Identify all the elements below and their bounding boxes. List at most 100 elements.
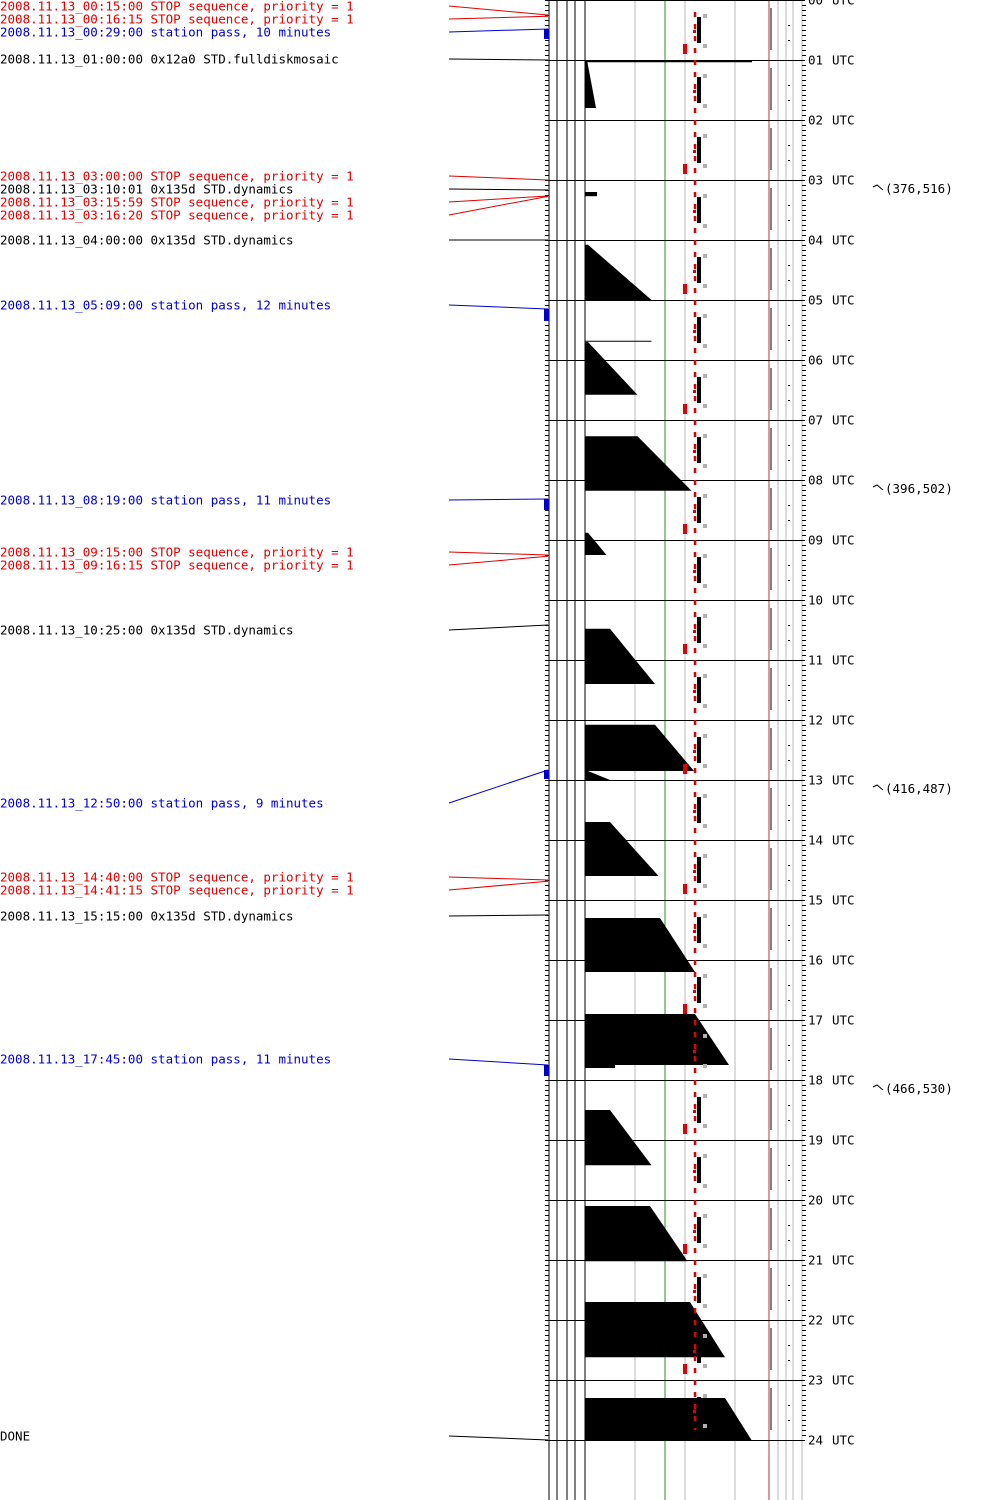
event-label: 2008.11.13_00:16:15 STOP sequence, prior… — [0, 12, 354, 27]
small-dot-mark — [788, 925, 790, 926]
hour-unit-label: UTC — [832, 1253, 855, 1268]
event-label: 2008.11.13_09:15:00 STOP sequence, prior… — [0, 545, 354, 560]
black-bar-mark — [697, 377, 701, 403]
hour-unit-label: UTC — [832, 1193, 855, 1208]
small-dot-mark — [788, 1060, 790, 1061]
hour-unit-label: UTC — [832, 833, 855, 848]
activity-blocks — [585, 60, 752, 1440]
small-dot-mark — [788, 1000, 790, 1001]
small-dot-mark — [788, 880, 790, 881]
hour-tick-label: 14 — [808, 833, 823, 848]
small-dot-mark — [788, 445, 790, 446]
black-bar-mark — [697, 1397, 701, 1423]
red-dot-mark — [693, 210, 696, 213]
annotation-tick-icon — [872, 184, 884, 191]
gray-dot-mark — [703, 1244, 707, 1248]
gray-dot-mark — [703, 14, 707, 18]
event-label: 2008.11.13_03:15:59 STOP sequence, prior… — [0, 195, 354, 210]
event-label: 2008.11.13_17:45:00 station pass, 11 min… — [0, 1052, 331, 1067]
gray-dot-mark — [703, 584, 707, 588]
gray-dot-mark — [703, 344, 707, 348]
activity-block — [585, 1302, 725, 1358]
activity-block — [585, 918, 695, 972]
gray-dot-mark — [703, 1394, 707, 1398]
small-dot-mark — [788, 205, 790, 206]
red-dot-mark — [693, 1170, 696, 1173]
hour-tick-label: 01 — [808, 53, 823, 68]
small-dot-mark — [788, 1405, 790, 1406]
hour-unit-label: UTC — [832, 773, 855, 788]
hour-tick-label: 22 — [808, 1313, 823, 1328]
red-dot-mark — [693, 810, 696, 813]
red-dot-mark — [693, 270, 696, 273]
small-dot-mark — [788, 985, 790, 986]
hour-tick-label: 02 — [808, 113, 823, 128]
gray-dot-mark — [703, 434, 707, 438]
activity-block — [585, 1110, 652, 1166]
small-dot-mark — [788, 1360, 790, 1361]
grid-layer — [545, 0, 806, 1500]
activity-block — [585, 342, 638, 395]
small-dot-mark — [788, 640, 790, 641]
annotation-tick-icon — [872, 1084, 884, 1091]
event-connector — [448, 188, 549, 191]
activity-block — [585, 1206, 688, 1262]
black-bar-mark — [697, 1097, 701, 1123]
small-dot-mark — [788, 685, 790, 686]
red-dot-mark — [693, 1230, 696, 1233]
event-label: 2008.11.13_04:00:00 0x135d STD.dynamics — [0, 233, 294, 248]
red-pulse-mark — [683, 884, 687, 894]
event-connector — [448, 876, 549, 881]
gray-dot-mark — [703, 134, 707, 138]
event-label: 2008.11.13_10:25:00 0x135d STD.dynamics — [0, 623, 294, 638]
small-dot-mark — [788, 700, 790, 701]
gray-dot-mark — [703, 1124, 707, 1128]
black-bar-mark — [697, 1217, 701, 1243]
coordinate-annotation: (466,530) — [885, 1081, 953, 1096]
gray-dot-mark — [703, 1274, 707, 1278]
activity-block — [585, 244, 652, 300]
hour-unit-label: UTC — [832, 0, 855, 8]
hour-tick-label: 17 — [808, 1013, 823, 1028]
event-connector — [448, 880, 549, 891]
hour-tick-label: 12 — [808, 713, 823, 728]
small-dot-mark — [788, 1240, 790, 1241]
event-connector — [448, 914, 549, 917]
hour-tick-label: 21 — [808, 1253, 823, 1268]
activity-block — [585, 822, 659, 876]
small-dot-mark — [788, 400, 790, 401]
small-dot-mark — [788, 160, 790, 161]
small-dot-mark — [788, 145, 790, 146]
gray-dot-mark — [703, 614, 707, 618]
red-dot-mark — [693, 510, 696, 513]
black-bar-mark — [697, 1337, 701, 1363]
activity-block — [585, 532, 607, 555]
gray-dot-mark — [703, 884, 707, 888]
black-bar-mark — [697, 977, 701, 1003]
small-dot-mark — [788, 505, 790, 506]
gray-dot-mark — [703, 74, 707, 78]
hour-tick-label: 15 — [808, 893, 823, 908]
station-pass-bar — [544, 499, 549, 511]
activity-block — [585, 436, 692, 491]
gray-dot-mark — [703, 524, 707, 528]
small-dot-mark — [788, 1105, 790, 1106]
activity-block — [585, 628, 655, 684]
red-dot-mark — [693, 870, 696, 873]
event-label: 2008.11.13_00:15:00 STOP sequence, prior… — [0, 0, 354, 14]
coordinate-annotation: (376,516) — [885, 181, 953, 196]
red-pulse-mark — [683, 524, 687, 534]
event-labels: 2008.11.13_00:15:00 STOP sequence, prior… — [0, 0, 354, 1443]
event-connector — [448, 624, 549, 631]
red-dot-mark — [693, 90, 696, 93]
black-bar-mark — [697, 1037, 701, 1063]
small-dot-mark — [788, 1345, 790, 1346]
small-dot-mark — [788, 265, 790, 266]
event-label: 2008.11.13_03:10:01 0x135d STD.dynamics — [0, 182, 294, 197]
red-dot-mark — [693, 330, 696, 333]
red-pulse-mark — [683, 404, 687, 414]
hour-unit-label: UTC — [832, 353, 855, 368]
red-dot-mark — [693, 150, 696, 153]
gray-dot-mark — [703, 464, 707, 468]
station-pass-bar — [544, 1065, 549, 1076]
